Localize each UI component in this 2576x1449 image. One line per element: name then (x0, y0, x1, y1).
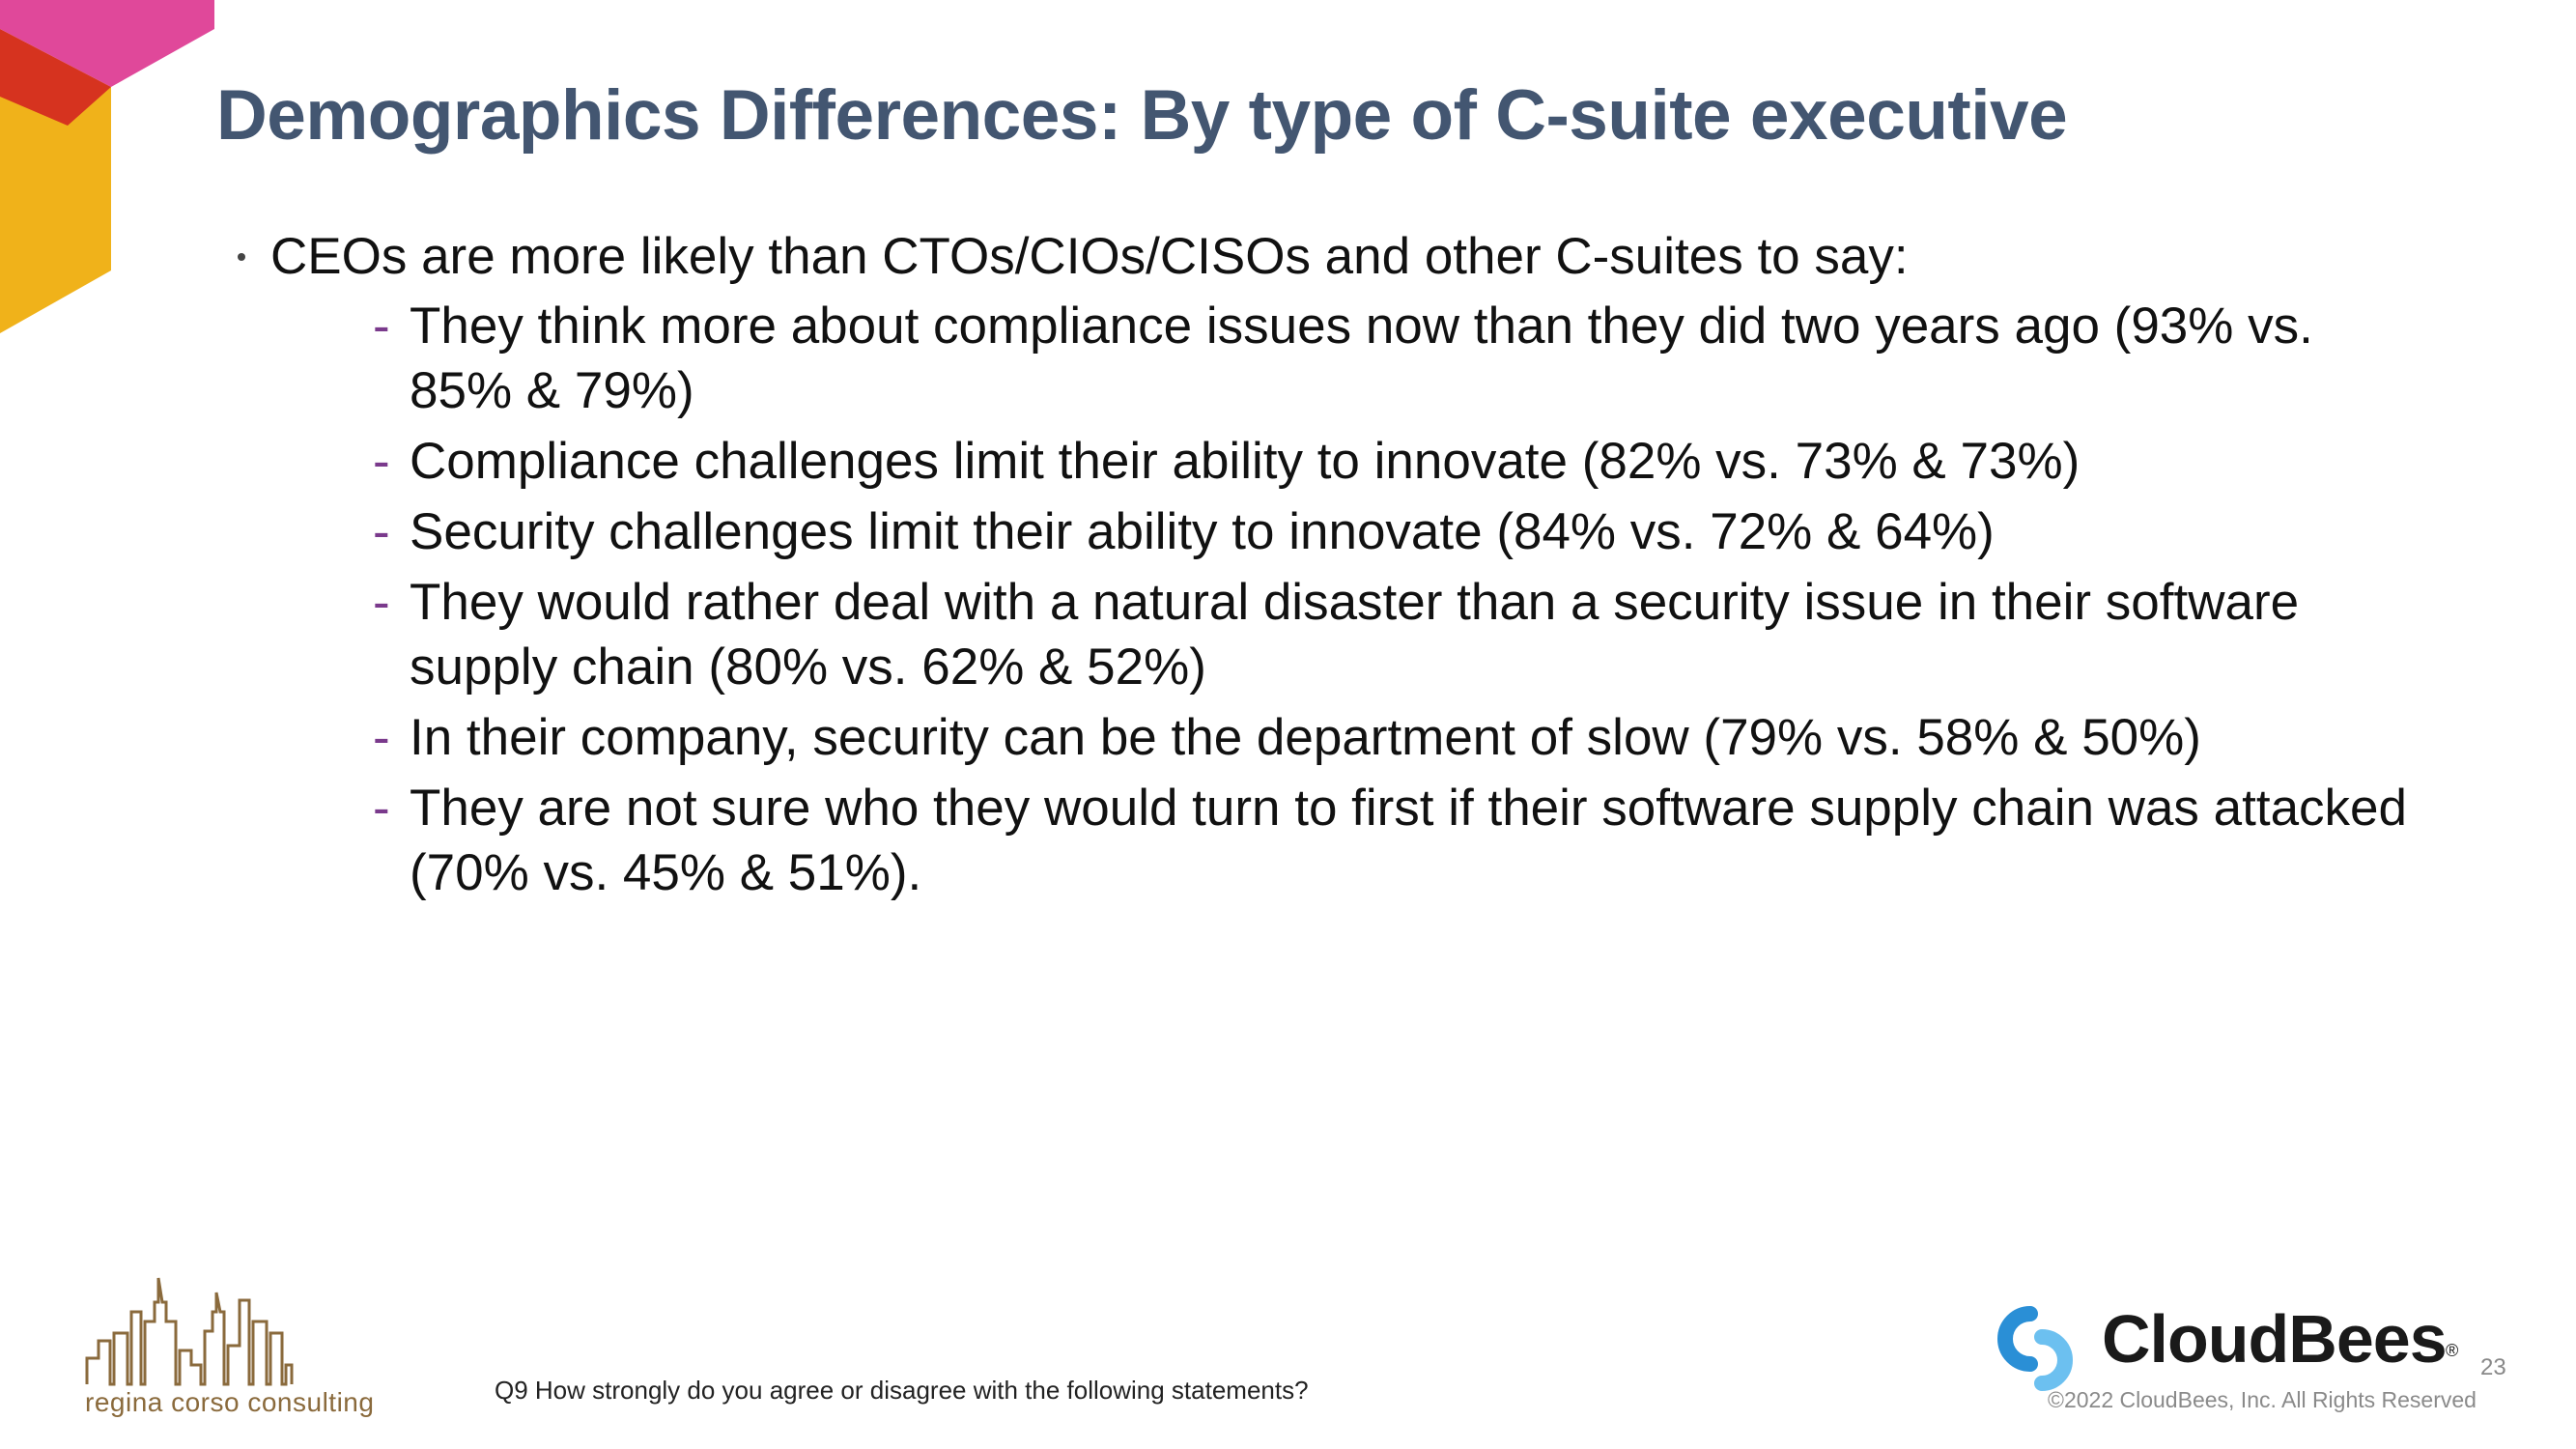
sub-bullet-text: They think more about compliance issues … (410, 298, 2313, 419)
page-number: 23 (2480, 1354, 2506, 1380)
cloudbees-logo-text: CloudBees (2102, 1301, 2448, 1377)
sub-bullet-text: They would rather deal with a natural di… (410, 574, 2300, 696)
content-body: CEOs are more likely than CTOs/CIOs/CISO… (238, 224, 2420, 911)
main-bullet: CEOs are more likely than CTOs/CIOs/CISO… (238, 224, 2420, 290)
dash-icon: - (373, 433, 390, 490)
dash-icon: - (373, 780, 390, 837)
sub-bullet-item: - They would rather deal with a natural d… (238, 570, 2420, 699)
sub-bullet-text: Compliance challenges limit their abilit… (410, 433, 2081, 490)
cloudbees-logo-icon (1997, 1306, 2073, 1391)
question-footnote: Q9 How strongly do you agree or disagree… (495, 1376, 1309, 1405)
copyright-notice: ©2022 CloudBees, Inc. All Rights Reserve… (2048, 1387, 2477, 1412)
sub-bullet-item: - They think more about compliance issues… (238, 294, 2420, 423)
sub-bullet-text: In their company, security can be the de… (410, 709, 2201, 766)
dash-icon: - (373, 503, 390, 560)
bullet-dot-icon (238, 253, 245, 261)
dash-icon: - (373, 298, 390, 355)
sub-bullet-list: - They think more about compliance issues… (238, 294, 2420, 905)
sub-bullet-item: - Security challenges limit their ability… (238, 499, 2420, 564)
regina-corso-logo-text: regina corso consulting (85, 1387, 375, 1417)
registered-mark: ® (2446, 1341, 2459, 1360)
corner-decoration (0, 0, 214, 333)
dash-icon: - (373, 574, 390, 631)
sub-bullet-item: - They are not sure who they would turn t… (238, 776, 2420, 905)
dash-icon: - (373, 709, 390, 766)
sub-bullet-text: They are not sure who they would turn to… (410, 780, 2408, 901)
city-skyline-icon (85, 1277, 294, 1386)
sub-bullet-text: Security challenges limit their ability … (410, 503, 1995, 560)
main-bullet-text: CEOs are more likely than CTOs/CIOs/CISO… (270, 228, 1909, 285)
sub-bullet-item: - In their company, security can be the d… (238, 705, 2420, 770)
slide-title: Demographics Differences: By type of C-s… (216, 76, 2068, 155)
sub-bullet-item: - Compliance challenges limit their abili… (238, 429, 2420, 494)
